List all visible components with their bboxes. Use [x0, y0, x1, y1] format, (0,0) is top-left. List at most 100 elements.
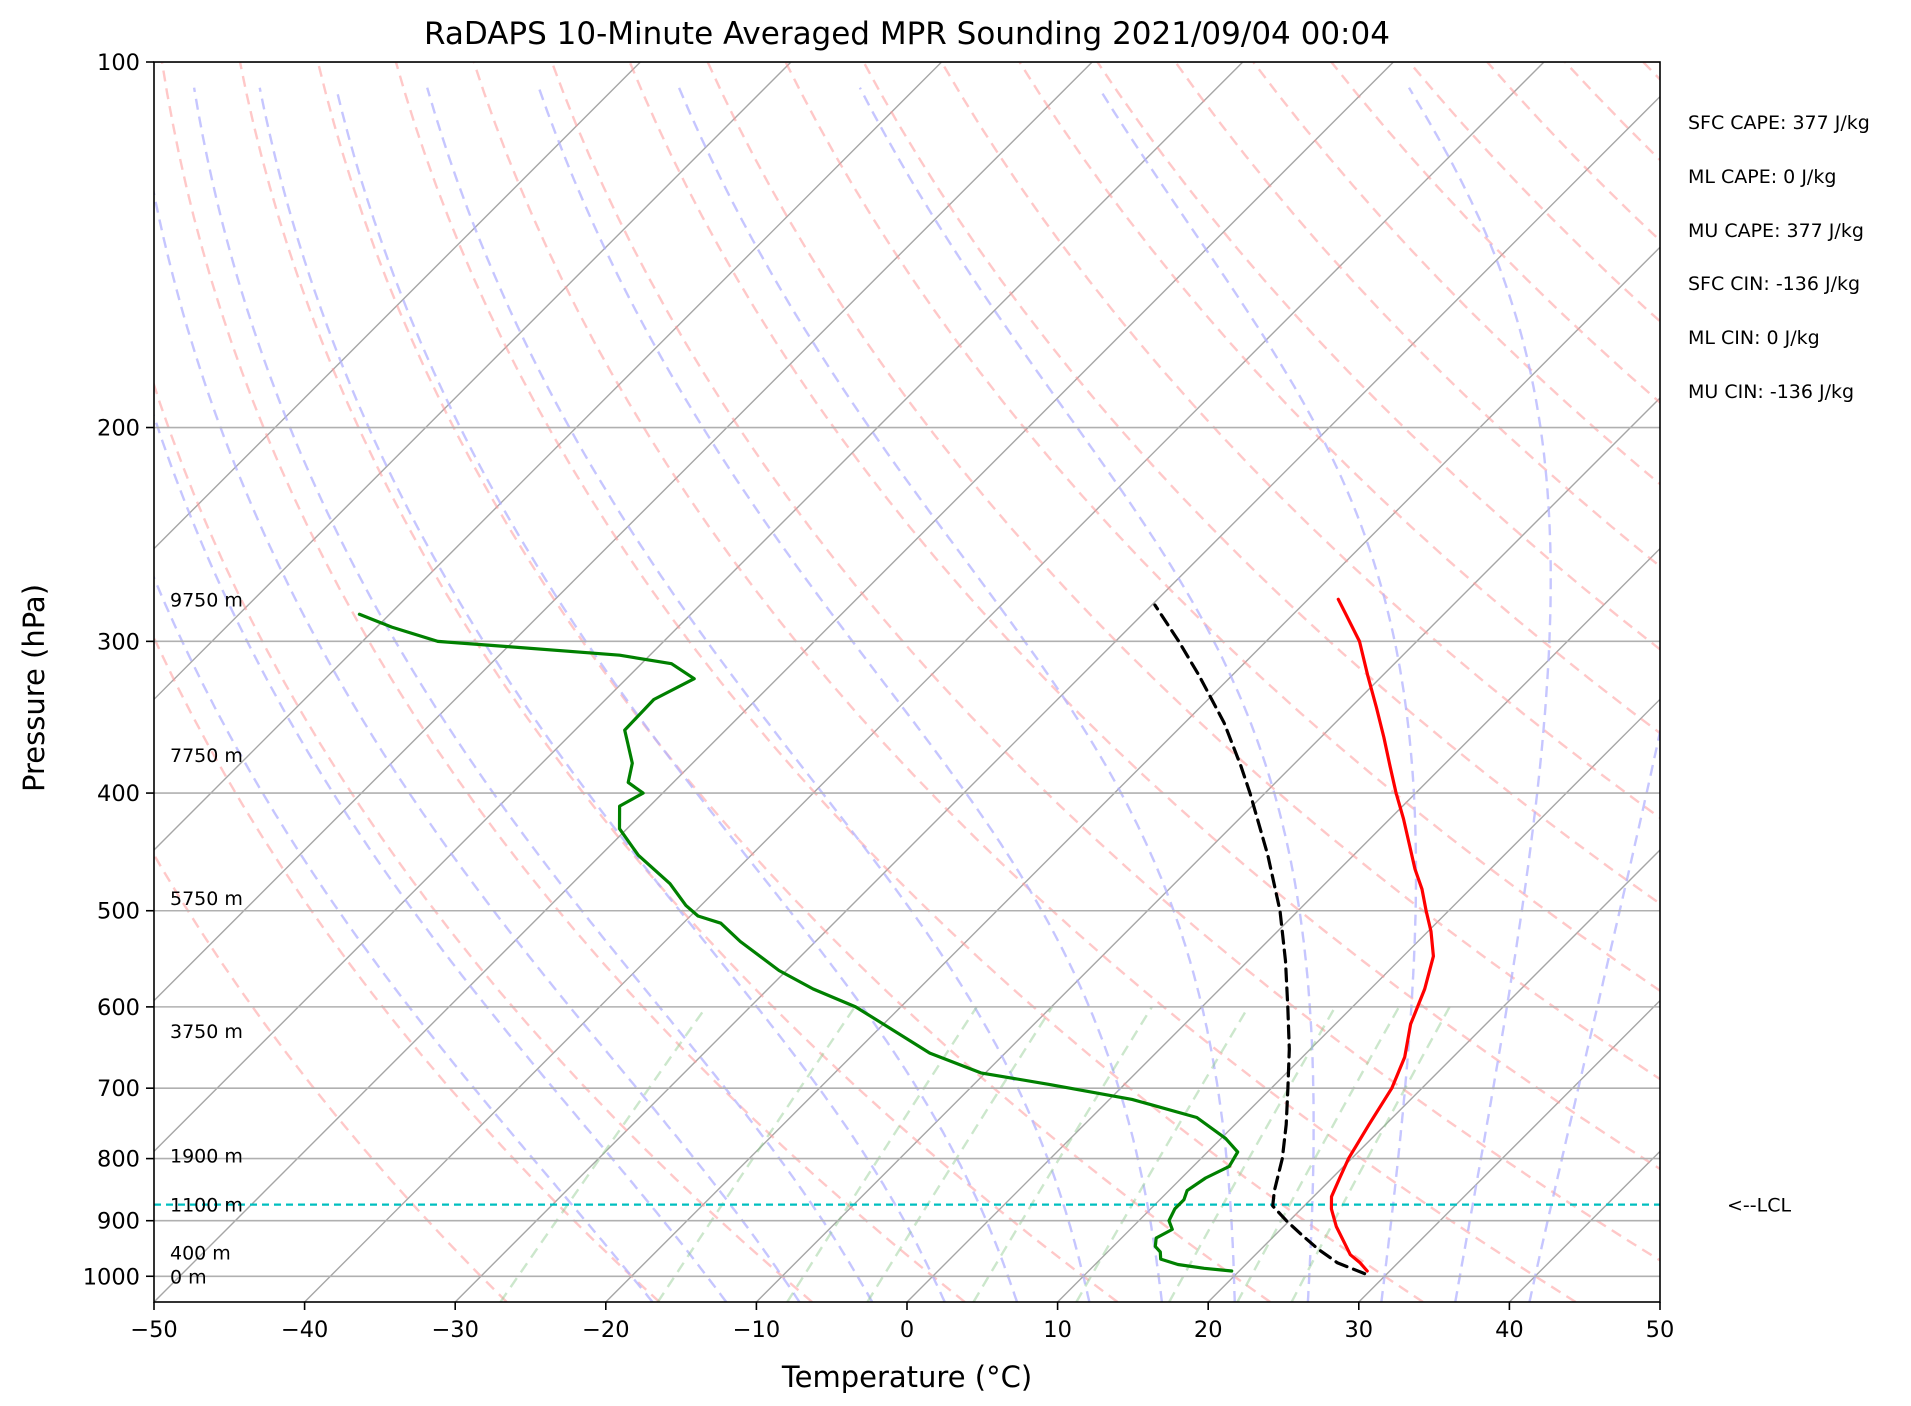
dry-adiabat-line [316, 62, 1271, 1302]
x-tick-label: 30 [1344, 1317, 1373, 1343]
height-label: 5750 m [170, 888, 243, 910]
isotherm-line [755, 396, 1660, 1302]
dry-adiabat-line [394, 62, 1424, 1302]
y-axis-ticks: 100 200 300 400 500 600 700 800 900 1000 [83, 50, 154, 1290]
height-label: 9750 m [170, 589, 243, 611]
y-tick-label: 600 [97, 995, 140, 1021]
mixing-ratio-line [656, 1006, 856, 1302]
mixing-ratio-line [1168, 1006, 1337, 1302]
mixing-ratio-line [786, 1006, 978, 1302]
y-tick-label: 1000 [83, 1264, 140, 1290]
height-labels: 9750 m 7750 m 5750 m 3750 m 1900 m 1100 m 400 … [170, 589, 243, 1288]
isotherm-line [454, 95, 1660, 1302]
x-axis-label: Temperature (°C) [781, 1360, 1032, 1394]
moist-adiabat-line [154, 412, 728, 1302]
x-tick-label: −50 [130, 1317, 177, 1343]
isotherm-line [1358, 999, 1660, 1302]
mixing-ratio-line [866, 1006, 1054, 1302]
isotherm-line [154, 62, 1244, 1153]
mixing-ratio-line [499, 1006, 708, 1302]
y-tick-label: 200 [97, 416, 140, 442]
height-label: 3750 m [170, 1021, 243, 1043]
background-lines [154, 62, 1660, 1302]
moist-adiabat-line [858, 87, 1315, 1302]
mixing-ratio-line [1075, 1006, 1250, 1302]
x-axis-ticks: −50 −40 −30 −20 −10 0 10 20 30 40 50 [130, 1302, 1674, 1343]
parcel-line [1153, 603, 1367, 1276]
height-label: 1100 m [170, 1195, 243, 1217]
isotherm-line [1207, 848, 1660, 1302]
dry-adiabat-line [940, 62, 1660, 820]
x-tick-label: 40 [1495, 1317, 1524, 1343]
moist-adiabat-line [154, 187, 801, 1302]
moist-adiabat-line [192, 87, 874, 1302]
y-axis-label: Pressure (hPa) [17, 584, 51, 792]
moist-adiabat-line [677, 87, 1236, 1302]
y-tick-label: 100 [97, 50, 140, 76]
mixing-ratio-line [972, 1006, 1153, 1302]
x-tick-label: 50 [1646, 1317, 1675, 1343]
x-tick-label: −40 [281, 1317, 328, 1343]
pressure-grid [154, 62, 1660, 1278]
y-tick-label: 400 [97, 781, 140, 807]
isotherm-line [304, 62, 1545, 1302]
y-tick-label: 700 [97, 1076, 140, 1102]
index-mu-cape: MU CAPE: 377 J/kg [1688, 220, 1864, 242]
lcl-label: <--LCL [1727, 1195, 1791, 1217]
dry-adiabat-line [154, 381, 813, 1302]
chart-title: RaDAPS 10-Minute Averaged MPR Sounding 2… [424, 16, 1390, 52]
dry-adiabat-line [1252, 62, 1660, 486]
dry-adiabat-line [160, 62, 966, 1302]
y-tick-label: 500 [97, 899, 140, 925]
x-tick-label: 0 [900, 1317, 914, 1343]
mixing-ratio-line [1236, 1006, 1401, 1302]
dry-adiabat-line [472, 62, 1577, 1302]
moist-adiabat-line [537, 87, 1164, 1302]
mixing-ratio-line [1290, 1006, 1451, 1302]
profile-series [357, 597, 1435, 1276]
isotherm-line [154, 62, 1394, 1302]
dry-adiabat-line [1330, 62, 1660, 405]
x-tick-label: −30 [431, 1317, 478, 1343]
dewpoint-line [357, 612, 1240, 1273]
height-label: 400 m [170, 1243, 231, 1265]
isotherm-line [605, 246, 1660, 1302]
x-tick-label: −20 [582, 1317, 629, 1343]
dry-adiabat-line [862, 62, 1660, 906]
dry-adiabat-line [154, 852, 508, 1302]
moist-adiabat-line [154, 574, 654, 1302]
moist-adiabat-line [1407, 87, 1552, 1302]
moist-adiabat-line [1097, 87, 1418, 1302]
x-tick-label: −10 [733, 1317, 780, 1343]
dry-adiabat-line [706, 62, 1660, 1081]
dry-adiabat-line [1408, 62, 1660, 323]
moist-adiabat-line [258, 87, 946, 1302]
temperature-line [1329, 597, 1435, 1273]
index-ml-cape: ML CAPE: 0 J/kg [1688, 166, 1836, 188]
index-mu-cin: MU CIN: -136 J/kg [1688, 381, 1854, 403]
index-ml-cin: ML CIN: 0 J/kg [1688, 327, 1820, 349]
index-sfc-cin: SFC CIN: -136 J/kg [1688, 273, 1860, 295]
dry-adiabat-line [238, 62, 1119, 1302]
isotherm-line [1057, 698, 1660, 1302]
isotherm-line [154, 62, 943, 851]
height-label: 1900 m [170, 1145, 243, 1167]
dry-adiabat-line [154, 634, 661, 1302]
y-tick-label: 300 [97, 629, 140, 655]
isotherm-line [154, 62, 1093, 1002]
indices-panel: SFC CAPE: 377 J/kg ML CAPE: 0 J/kg MU CA… [1688, 112, 1870, 403]
y-tick-label: 900 [97, 1209, 140, 1235]
dry-adiabat-line [1018, 62, 1660, 735]
height-label: 0 m [170, 1266, 207, 1288]
dry-adiabat-line [784, 62, 1660, 993]
x-tick-label: 20 [1194, 1317, 1223, 1343]
height-label: 7750 m [170, 745, 243, 767]
dry-adiabat-line [550, 62, 1660, 1262]
isotherm-line [154, 62, 792, 701]
index-sfc-cape: SFC CAPE: 377 J/kg [1688, 112, 1870, 134]
x-tick-label: 10 [1043, 1317, 1072, 1343]
moist-adiabat-line [334, 87, 1019, 1302]
y-tick-label: 800 [97, 1147, 140, 1173]
